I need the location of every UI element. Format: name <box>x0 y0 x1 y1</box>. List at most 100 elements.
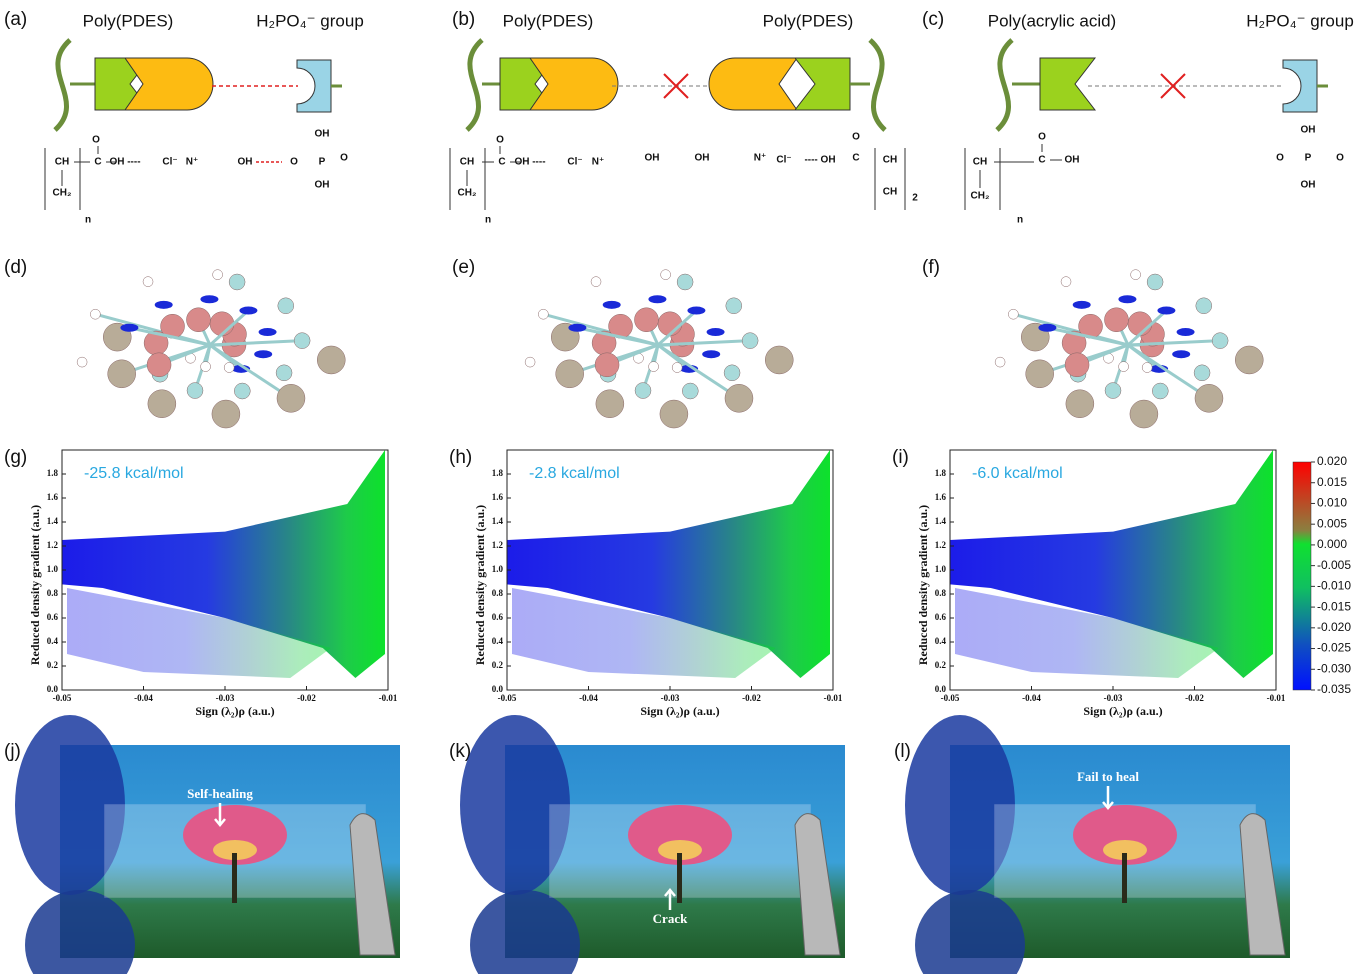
lotus <box>1073 805 1177 865</box>
panel-label: (j) <box>4 741 21 762</box>
colorbar-label: -0.005 <box>1317 558 1351 572</box>
x-tick-label: -0.01 <box>1267 693 1286 703</box>
scheme-title: H₂PO₄⁻ group <box>1246 11 1354 30</box>
atom <box>1104 382 1122 399</box>
atom <box>1060 276 1072 287</box>
chem-atom: CH <box>973 157 987 168</box>
panel-label: (a) <box>4 9 27 30</box>
chem-atom: Cl⁻ <box>776 155 791 166</box>
acid-block <box>793 57 851 111</box>
atom <box>659 399 689 429</box>
chem-atom: O <box>290 157 298 168</box>
panel-label: (h) <box>449 447 472 468</box>
chem-atom: n <box>1017 215 1023 226</box>
atom <box>276 384 306 413</box>
atom <box>1176 328 1195 337</box>
y-tick-label: 0.0 <box>935 684 947 694</box>
atom <box>200 295 219 304</box>
atom <box>1065 389 1095 418</box>
chem-atom: O <box>340 153 348 164</box>
chem-atom: ---- OH <box>804 155 835 166</box>
atom <box>568 323 587 332</box>
y-tick-label: 0.6 <box>935 612 947 622</box>
y-tick-label: 0.0 <box>47 684 59 694</box>
x-tick-label: -0.03 <box>1104 693 1123 703</box>
y-tick-label: 1.0 <box>492 564 504 574</box>
y-tick-label: 1.6 <box>47 492 59 502</box>
atom-bond <box>1127 343 1210 400</box>
atom <box>1194 384 1224 413</box>
atom <box>994 356 1006 368</box>
scheme-title: H₂PO₄⁻ group <box>256 11 364 30</box>
atom <box>1141 362 1153 373</box>
chem-atom: Cl⁻ <box>162 157 177 168</box>
y-tick-label: 0.2 <box>935 660 947 670</box>
phosphate-block <box>1282 59 1318 113</box>
atom <box>1146 273 1164 291</box>
chem-atom: O <box>852 132 860 143</box>
atom <box>223 362 235 373</box>
tweezers <box>794 813 841 956</box>
y-axis-label: Reduced density gradient (a.u.) <box>28 505 42 665</box>
atom <box>1130 269 1141 280</box>
chem-atom: P <box>319 157 326 168</box>
colorbar-label: 0.005 <box>1317 516 1347 530</box>
colorbar-label: 0.020 <box>1317 454 1347 468</box>
chem-atom: CH <box>883 155 897 166</box>
arrow-head <box>1102 801 1114 810</box>
y-tick-label: 0.8 <box>492 588 504 598</box>
point-cloud-sparse <box>955 588 1219 678</box>
point-cloud-sparse <box>512 588 776 678</box>
atom-bond <box>657 343 740 400</box>
arrow-head <box>214 818 226 827</box>
atom <box>209 311 235 337</box>
atom <box>657 311 683 337</box>
atom <box>1157 306 1176 315</box>
atom <box>687 306 706 315</box>
choline-block <box>708 57 798 111</box>
atom <box>648 361 659 372</box>
atom <box>725 297 743 315</box>
y-tick-label: 1.6 <box>935 492 947 502</box>
colorbar-label: 0.015 <box>1317 475 1347 489</box>
photo <box>15 715 400 974</box>
y-tick-label: 0.8 <box>47 588 59 598</box>
chem-atom: OH <box>1065 155 1080 166</box>
choline-block <box>529 57 619 111</box>
x-tick-label: -0.05 <box>498 693 517 703</box>
acid-block <box>1039 57 1097 111</box>
atom <box>200 361 211 372</box>
scheme-title: Poly(PDES) <box>83 11 174 30</box>
atom <box>648 295 667 304</box>
y-axis-label: Reduced density gradient (a.u.) <box>473 505 487 665</box>
atom-bond <box>657 339 751 347</box>
colorbar-label: 0.010 <box>1317 496 1347 510</box>
colorbar-label: -0.020 <box>1317 620 1351 634</box>
chem-atom: O <box>496 135 504 146</box>
y-tick-label: 0.4 <box>935 636 947 646</box>
panel-label: (b) <box>452 9 475 30</box>
panel-label: (g) <box>4 447 27 468</box>
atom <box>1195 297 1213 315</box>
colorbar-label: -0.025 <box>1317 641 1351 655</box>
binding-energy: -2.8 kcal/mol <box>529 465 620 482</box>
atom <box>1129 399 1159 429</box>
panel-label: (k) <box>449 741 471 762</box>
atom <box>120 323 139 332</box>
atom <box>723 364 741 382</box>
chem-atom: OH <box>238 157 253 168</box>
colorbar-label: -0.035 <box>1317 682 1351 696</box>
chem-atom: OH ---- <box>514 157 545 168</box>
stem <box>677 853 682 903</box>
chem-atom: O <box>92 135 100 146</box>
atom-bond <box>577 326 659 347</box>
y-axis-label: Reduced density gradient (a.u.) <box>916 505 930 665</box>
chem-atom: OH ---- <box>109 157 140 168</box>
atom <box>186 382 204 399</box>
atom <box>147 389 177 418</box>
atom <box>1025 359 1054 389</box>
atom <box>741 332 759 349</box>
chem-atom: 2 <box>912 193 918 204</box>
stem <box>232 853 237 903</box>
photo <box>905 715 1290 974</box>
